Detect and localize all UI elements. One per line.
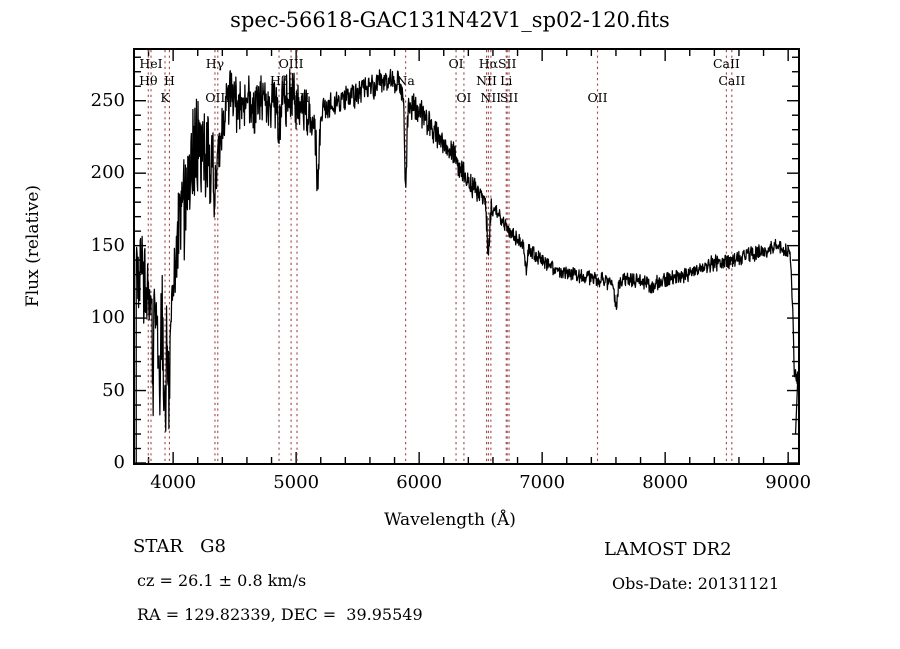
line-id-label: SII xyxy=(499,90,519,105)
coords-text: RA = 129.82339, DEC = 39.95549 xyxy=(137,605,423,624)
x-tick-label: 4000 xyxy=(150,472,197,493)
line-id-label: OII xyxy=(587,90,608,105)
plot-area: HeI Hθ H K Hγ OIII OIII Hβ OIII Na OI OI Hα SII NII Li N… xyxy=(133,48,800,465)
survey-text: LAMOST DR2 xyxy=(604,539,732,560)
line-id-label: OIII xyxy=(205,90,231,105)
line-id-label: CaII xyxy=(712,56,740,71)
y-tick-label: 0 xyxy=(113,452,125,473)
y-tick-label: 50 xyxy=(102,379,125,401)
axis-tick-marks xyxy=(135,50,798,463)
x-tick-label: 5000 xyxy=(273,472,320,493)
line-id-label: K xyxy=(160,90,170,105)
line-id-label: Li xyxy=(500,73,513,88)
line-id-label: Hβ xyxy=(269,73,289,88)
line-id-label: CaII xyxy=(718,73,746,88)
line-id-label: OI xyxy=(456,90,472,105)
line-id-label: NII xyxy=(476,73,497,88)
line-id-label: Na xyxy=(396,73,415,88)
line-id-label: NII xyxy=(480,90,502,105)
y-tick-label: 250 xyxy=(90,89,125,111)
line-id-label: H xyxy=(163,73,175,88)
line-id-label: Hα xyxy=(478,56,499,71)
plot-title: spec-56618-GAC131N42V1_sp02-120.fits xyxy=(230,8,670,32)
spectrum-canvas xyxy=(135,50,798,463)
line-id-label: OI xyxy=(448,56,464,71)
y-tick-label: 150 xyxy=(90,234,125,256)
line-id-label: SII xyxy=(497,56,517,71)
object-class-text: STAR G8 xyxy=(133,536,226,557)
y-tick-label: 100 xyxy=(90,307,125,329)
cz-text: cz = 26.1 ± 0.8 km/s xyxy=(137,571,307,590)
y-tick-label: 200 xyxy=(90,162,125,184)
x-tick-label: 7000 xyxy=(519,472,566,493)
line-id-label: Hθ xyxy=(139,73,158,88)
line-id-label: OIII xyxy=(284,90,310,105)
line-id-label: HeI xyxy=(139,56,163,71)
obsdate-text: Obs-Date: 20131121 xyxy=(612,574,780,593)
x-tick-label: 9000 xyxy=(765,472,812,493)
line-id-label: Hγ xyxy=(205,56,225,71)
spectrum-trace xyxy=(135,68,798,463)
x-tick-label: 8000 xyxy=(642,472,689,493)
line-id-label: OIII xyxy=(278,56,304,71)
x-axis-label: Wavelength (Å) xyxy=(384,510,516,530)
x-tick-label: 6000 xyxy=(396,472,443,493)
y-axis-label: Flux (relative) xyxy=(23,184,43,308)
